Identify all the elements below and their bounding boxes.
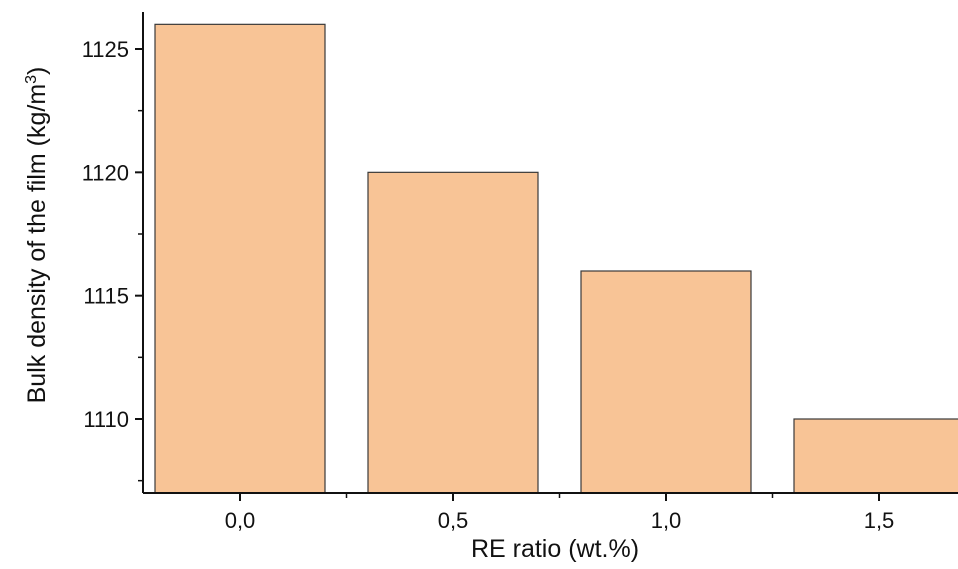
x-ticks-group: 0,0 0,5 1,0 1,5 bbox=[225, 493, 895, 533]
x-tick-label: 0,5 bbox=[438, 508, 469, 533]
bar-0-0 bbox=[154, 23, 326, 494]
y-tick-label: 1125 bbox=[82, 37, 129, 62]
bar-1-0 bbox=[580, 270, 752, 494]
y-ticks-group: 1110 1115 1120 1125 bbox=[82, 37, 143, 482]
y-tick-label: 1110 bbox=[83, 407, 129, 432]
y-axis-title-main: Bulk density of the film (kg/m bbox=[23, 84, 51, 404]
x-tick-label: 1,0 bbox=[651, 508, 682, 533]
x-tick-label: 0,0 bbox=[225, 508, 256, 533]
bar-1-5 bbox=[793, 418, 958, 494]
y-axis-title-superscript: 3 bbox=[23, 75, 40, 84]
x-axis-title: RE ratio (wt.%) bbox=[471, 535, 639, 563]
y-axis-title-suffix: ) bbox=[23, 67, 51, 75]
x-tick-label: 1,5 bbox=[864, 508, 895, 533]
y-tick-label: 1115 bbox=[83, 284, 129, 309]
bars-group bbox=[154, 23, 958, 494]
y-tick-label: 1120 bbox=[82, 160, 129, 185]
y-axis-title: Bulk density of the film (kg/m3) bbox=[23, 67, 51, 404]
bar-0-5 bbox=[367, 171, 539, 494]
